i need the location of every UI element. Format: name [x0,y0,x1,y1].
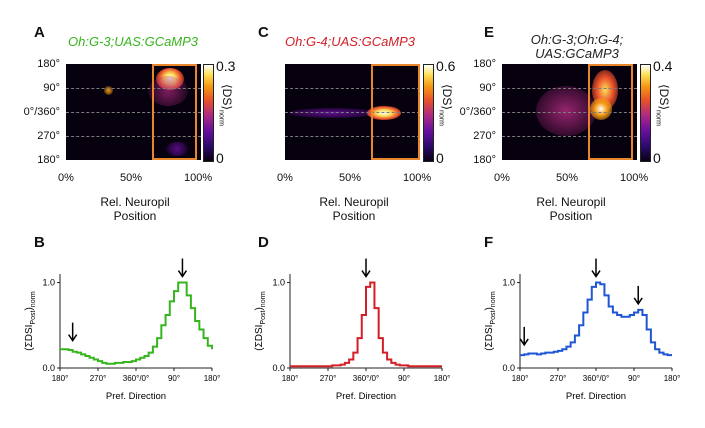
x-tick-label: 270° [550,374,567,383]
cbar-e-label: ⟨DS⟩norm [654,84,671,126]
panel-letter-a: A [34,24,45,41]
y-axis-title: (ΣDSIPost)norm [254,291,267,351]
xtick-a-0: 0% [58,172,74,184]
y-tick-label: 1.0 [272,278,285,288]
svg-text:(ΣDSIPost)norm: (ΣDSIPost)norm [24,291,37,351]
ytick: 180° [37,58,60,70]
xtitle-line2: Position [549,209,593,223]
arrow-head [633,297,643,306]
xtick-e-0: 0% [494,172,510,184]
colorbar-e [640,64,651,162]
panel-e-title: Oh:G-3;Oh:G-4; UAS:GCaMP3 [522,33,632,61]
cbar-c-max: 0.6 [436,58,456,74]
xtitle-line1: Rel. Neuropil [100,195,170,209]
xtitle-line1: Rel. Neuropil [319,195,389,209]
heatmap-a-xtitle: Rel. Neuropil Position [75,195,195,223]
ytick: 0°/360° [23,106,60,118]
xtick-e-100: 100% [620,172,649,184]
xtick-c-100: 100% [403,172,432,184]
histogram-b: 0.0 1.0 180° 270° 360°/0° 90° 180° Pref. Direct… [24,258,221,402]
panel-e-title-line2: UAS:GCaMP3 [535,46,619,61]
ytick: 270° [473,130,496,142]
heatmap-e [502,64,637,160]
ytick: 90° [43,82,60,94]
y-tick-label: 0.0 [42,363,55,373]
xtitle-line2: Position [332,209,376,223]
x-tick-label: 180° [282,374,299,383]
y-tick-label: 1.0 [502,278,515,288]
colorbar-a [203,64,214,162]
arrow-head [361,270,371,278]
ytick: 180° [37,154,60,166]
panel-e-title-line1: Oh:G-3;Oh:G-4; [530,32,624,47]
panel-c-title: Oh:G-4;UAS:GCaMP3 [285,34,416,49]
cbar-a-label: ⟨DS⟩norm [217,84,234,126]
panel-letter-b: B [34,234,45,251]
histogram-line [60,281,213,365]
cbar-e-max: 0.4 [653,58,673,74]
histogram-d: 0.0 1.0 180° 270° 360°/0° 90° 180° Pref. Direct… [254,258,451,402]
x-axis-title: Pref. Direction [336,391,396,402]
x-tick-label: 360°/0° [123,374,149,383]
xtick-a-100: 100% [184,172,213,184]
ytick: 90° [479,82,496,94]
svg-text:(ΣDSIPost)norm: (ΣDSIPost)norm [254,291,267,351]
x-tick-label: 180° [664,374,681,383]
histogram-line [520,281,672,357]
y-tick-label: 0.0 [272,363,285,373]
panel-letter-e: E [484,24,495,41]
histogram-f: 0.0 1.0 180° 270° 360°/0° 90° 180° Pref. Direct… [484,258,681,402]
x-tick-label: 180° [52,374,69,383]
cbar-c-min: 0 [436,150,444,166]
x-tick-label: 180° [434,374,451,383]
xtitle-line1: Rel. Neuropil [536,195,606,209]
x-tick-label: 270° [90,374,107,383]
x-tick-label: 90° [398,374,410,383]
ytick: 180° [473,154,496,166]
cbar-c-label: ⟨DS⟩norm [437,84,454,126]
x-tick-label: 360°/0° [353,374,379,383]
xtick-c-0: 0% [277,172,293,184]
cbar-e-min: 0 [653,150,661,166]
cbar-a-min: 0 [216,150,224,166]
xtitle-line2: Position [113,209,157,223]
x-tick-label: 360°/0° [583,374,609,383]
ytick: 270° [37,130,60,142]
y-tick-label: 1.0 [42,278,55,288]
svg-text:(ΣDSIPost)norm: (ΣDSIPost)norm [484,291,497,351]
arrow-head [591,270,601,278]
x-axis-title: Pref. Direction [106,391,166,402]
panel-letter-c: C [258,24,269,41]
arrow-head [519,338,529,347]
y-axis-title: (ΣDSIPost)norm [24,291,37,351]
colorbar-c [423,64,434,162]
x-tick-label: 180° [512,374,529,383]
ytick: 180° [473,58,496,70]
heatmap-c [285,64,420,160]
cbar-a-max: 0.3 [216,58,236,74]
x-tick-label: 90° [628,374,640,383]
arrow-head [68,334,78,342]
arrow-head [177,270,188,278]
panel-letter-f: F [484,234,494,251]
heatmap-a [66,64,201,160]
xtick-e-50: 50% [556,172,579,184]
x-tick-label: 180° [204,374,221,383]
ytick: 0°/360° [459,106,496,118]
heatmap-e-xtitle: Rel. Neuropil Position [511,195,631,223]
xtick-c-50: 50% [339,172,362,184]
panel-a-title: Oh:G-3;UAS:GCaMP3 [68,34,199,49]
x-axis-title: Pref. Direction [566,391,626,402]
x-tick-label: 270° [320,374,337,383]
y-tick-label: 0.0 [502,363,515,373]
histogram-line [290,281,442,368]
heatmap-c-xtitle: Rel. Neuropil Position [294,195,414,223]
x-tick-label: 90° [168,374,180,383]
panel-letter-d: D [258,234,269,251]
y-axis-title: (ΣDSIPost)norm [484,291,497,351]
xtick-a-50: 50% [120,172,143,184]
